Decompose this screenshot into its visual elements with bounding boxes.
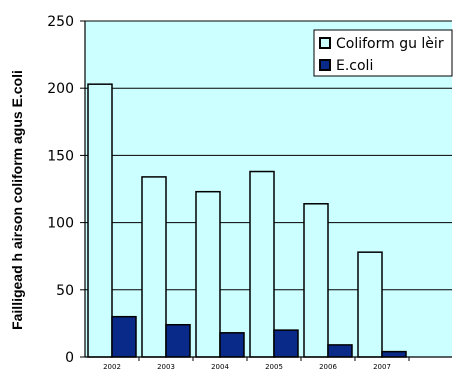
x-tick-label: 2004 — [211, 363, 229, 371]
bar-ecoli — [327, 344, 353, 358]
bar-coliform — [195, 190, 221, 358]
bars — [87, 83, 407, 358]
bar-coliform — [87, 83, 113, 358]
bar-ecoli — [381, 350, 407, 358]
bar-ecoli — [273, 329, 299, 358]
y-tick-label: 200 — [47, 81, 74, 97]
legend-box — [313, 29, 453, 77]
y-tick-label: 150 — [47, 148, 74, 164]
y-tick-label: 100 — [47, 216, 74, 232]
x-tick-labels: 2002 2003 2004 2005 2006 2007 — [103, 363, 391, 371]
bar-coliform — [249, 170, 275, 358]
legend-swatch — [319, 59, 331, 71]
bar-ecoli — [219, 332, 245, 358]
x-tick-label: 2003 — [157, 363, 175, 371]
bar-ecoli — [111, 315, 137, 358]
x-tick-label: 2005 — [265, 363, 283, 371]
bar-ecoli — [165, 323, 191, 358]
bar-coliform — [303, 203, 329, 358]
x-tick-label: 2007 — [373, 363, 391, 371]
legend-swatch — [319, 37, 331, 49]
legend: Coliform gu lèir E.coli — [313, 29, 453, 77]
y-tick-label: 250 — [47, 14, 74, 30]
axes — [84, 21, 452, 358]
legend-label: Coliform gu lèir — [336, 36, 444, 52]
x-tick-label: 2006 — [319, 363, 337, 371]
y-tick-label: 50 — [56, 283, 74, 299]
bar-coliform — [357, 251, 383, 358]
legend-label: E.coli — [336, 58, 373, 74]
y-tick-label: 0 — [65, 350, 74, 366]
y-tick-labels: 0 50 100 150 200 250 — [47, 14, 74, 366]
x-tick-label: 2002 — [103, 363, 121, 371]
y-axis-label: Failligead h airson coliform agus E.coli — [9, 70, 25, 330]
bar-coliform — [141, 176, 167, 358]
